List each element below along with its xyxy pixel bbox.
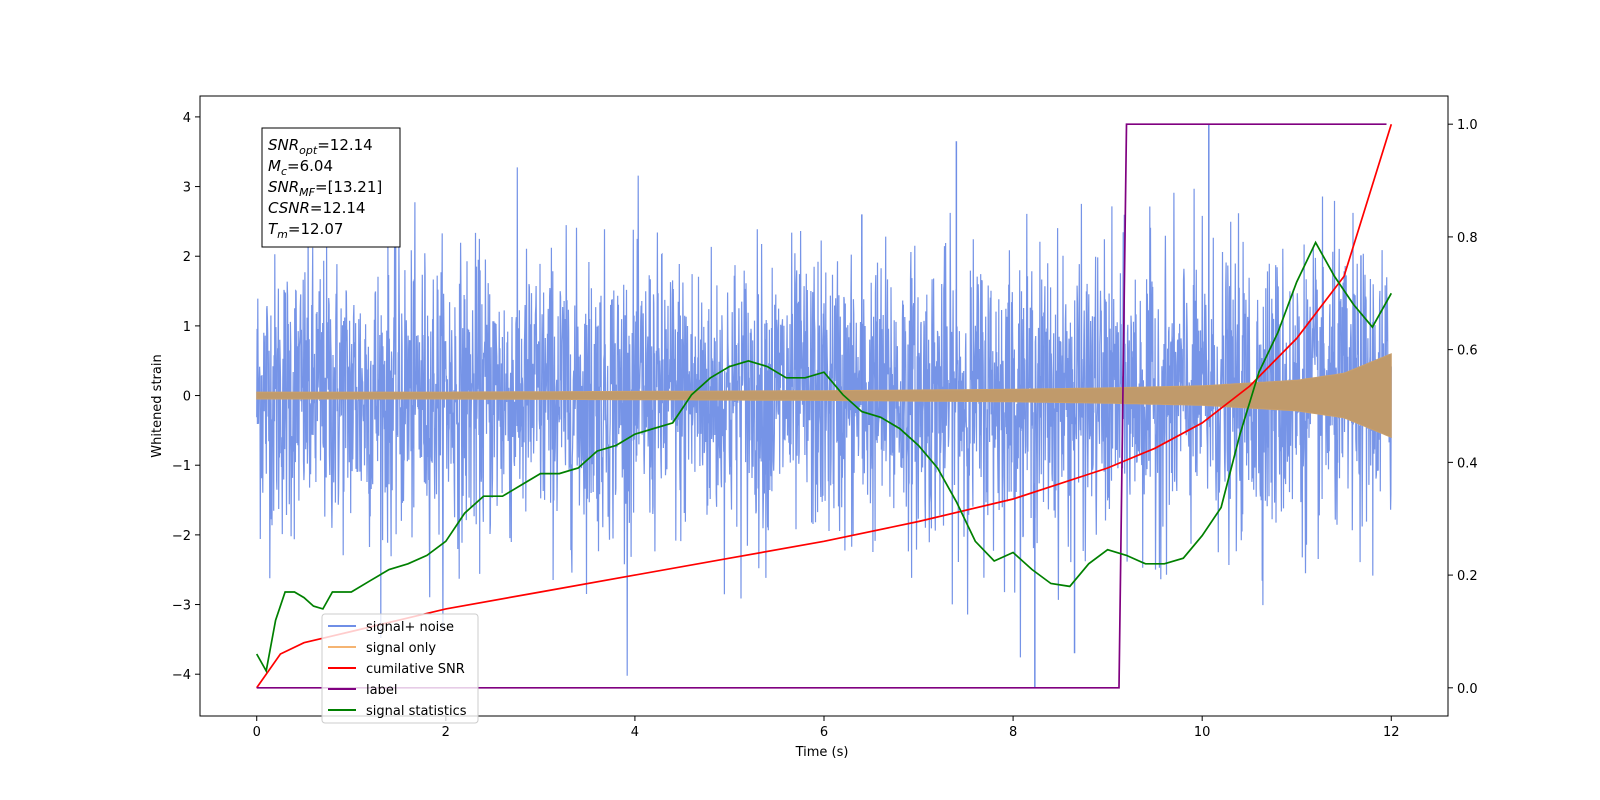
y-axis-right: 0.0 0.2 0.4 0.6 0.8 1.0 — [1448, 118, 1478, 697]
annotation-line: Mc=6.04 — [268, 157, 333, 178]
y-tick-label-right: 0.4 — [1457, 456, 1478, 471]
y-tick-label-left: −1 — [172, 459, 191, 474]
legend-label: signal+ noise — [366, 620, 454, 635]
annotation-box: SNRopt=12.14Mc=6.04SNRMF=[13.21]CSNR=12.… — [261, 127, 401, 248]
signal-only-series — [256, 353, 1392, 439]
noise-series — [256, 123, 1392, 689]
y-axis-left: −4 −3 −2 −1 0 1 2 3 4 — [172, 111, 200, 683]
annotation-line: Tm=12.07 — [268, 220, 343, 241]
signal-envelope — [256, 353, 1392, 439]
y-tick-label-left: 3 — [183, 181, 191, 196]
y-tick-label-right: 1.0 — [1457, 118, 1478, 133]
y-tick-label-left: −2 — [172, 529, 191, 544]
y-tick-label-left: 2 — [183, 250, 191, 265]
y-axis-label: Whitened strain — [150, 354, 165, 457]
legend-label: signal statistics — [366, 704, 467, 719]
x-tick-label: 12 — [1383, 725, 1400, 740]
y-tick-label-left: 0 — [183, 390, 191, 405]
x-tick-label: 8 — [1009, 725, 1017, 740]
y-tick-label-left: −3 — [172, 599, 191, 614]
y-tick-label-left: 4 — [183, 111, 191, 126]
legend: signal+ noise signal only cumilative SNR la… — [321, 613, 479, 724]
legend-label: label — [366, 683, 397, 698]
y-tick-label-right: 0.2 — [1457, 569, 1478, 584]
y-tick-label-right: 0.8 — [1457, 231, 1478, 246]
legend-label: signal only — [366, 641, 436, 656]
x-tick-label: 10 — [1194, 725, 1211, 740]
y-tick-label-right: 0.6 — [1457, 344, 1478, 359]
y-tick-label-left: 1 — [183, 320, 191, 335]
annotation-line: SNRMF=[13.21] — [268, 178, 382, 199]
legend-label: cumilative SNR — [366, 662, 465, 677]
noise-line — [256, 167, 1392, 676]
x-tick-label: 2 — [442, 725, 450, 740]
y-tick-label-left: −4 — [172, 668, 191, 683]
x-tick-label: 6 — [820, 725, 828, 740]
annotation-line: CSNR=12.14 — [268, 199, 365, 217]
x-tick-label: 0 — [253, 725, 261, 740]
legend-box — [321, 613, 479, 724]
annotation-line: SNRopt=12.14 — [268, 136, 373, 157]
x-axis-label: Time (s) — [795, 745, 849, 760]
x-tick-label: 4 — [631, 725, 639, 740]
label-line — [256, 123, 1387, 689]
signal-statistics-line — [255, 240, 1393, 674]
y-tick-label-right: 0.0 — [1457, 682, 1478, 697]
